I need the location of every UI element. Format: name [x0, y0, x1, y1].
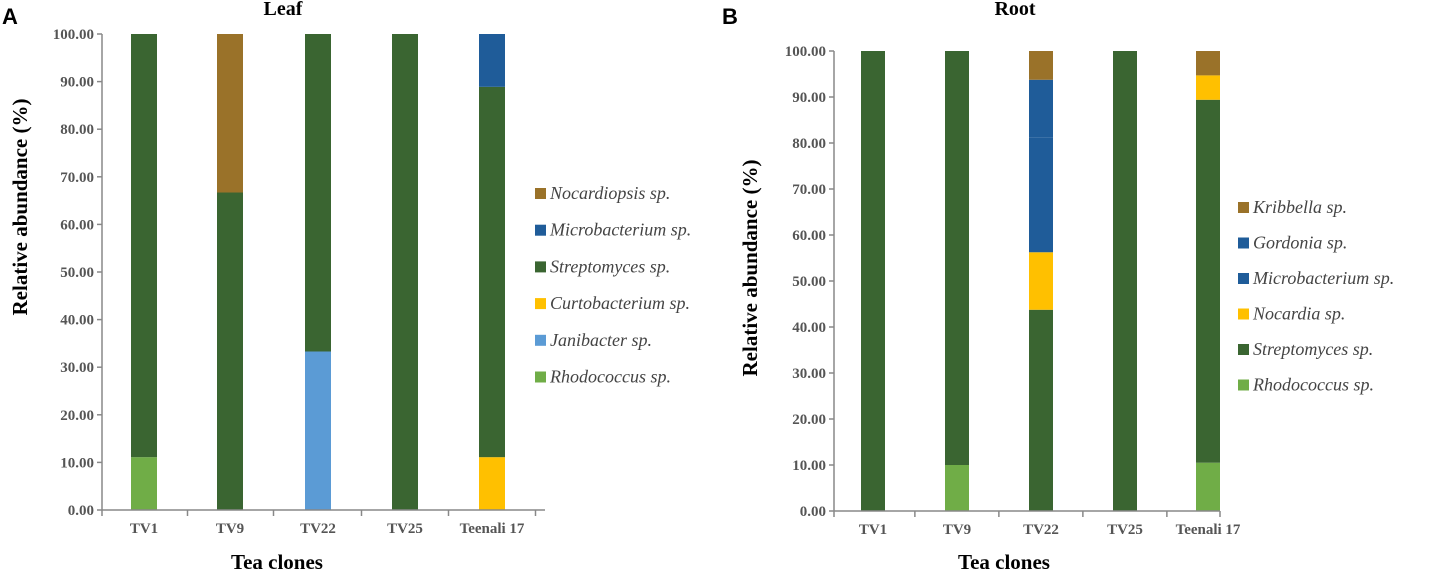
legend-label-kribbella-sp: Kribbella sp.: [1252, 197, 1347, 217]
x-tick-label-tv9: TV9: [943, 522, 971, 538]
legend-label-curtobacterium-sp: Curtobacterium sp.: [550, 293, 690, 313]
bar-segment-tv22-kribbella-sp: [1029, 51, 1053, 80]
legend-swatch-gordonia-sp: [1238, 237, 1249, 249]
bar-segment-teenali-17-microbacterium-sp: [479, 34, 505, 87]
y-tick-label: 70.00: [60, 170, 94, 186]
y-tick-label: 10.00: [60, 455, 94, 471]
legend-swatch-microbacterium-sp: [1238, 273, 1249, 284]
chart-title-leaf: Leaf: [264, 0, 303, 20]
bar-segment-tv22-streptomyces-sp: [1029, 309, 1053, 511]
y-tick-label: 100.00: [53, 27, 94, 43]
bar-segment-teenali-17-kribbella-sp: [1196, 51, 1220, 76]
bar-segment-tv9-rhodococcus-sp: [945, 465, 969, 511]
bar-segment-tv25-streptomyces-sp: [392, 34, 418, 510]
panel-letter-a: A: [2, 4, 18, 29]
x-tick-label-tv1: TV1: [859, 522, 887, 538]
y-tick-label: 20.00: [60, 408, 94, 424]
bar-segment-tv22-janibacter-sp: [305, 351, 331, 510]
legend-swatch-nocardiopsis-sp: [535, 188, 546, 199]
y-tick-label: 100.00: [785, 44, 826, 60]
legend-swatch-rhodococcus-sp: [535, 371, 546, 383]
chart-title-root: Root: [994, 0, 1035, 20]
y-tick-label: 0.00: [800, 504, 826, 520]
y-tick-label: 30.00: [792, 366, 826, 382]
bar-segment-tv9-streptomyces-sp: [945, 51, 969, 465]
x-tick-label-tv9: TV9: [216, 521, 244, 537]
legend-label-nocardiopsis-sp: Nocardiopsis sp.: [549, 183, 670, 203]
legend-label-nocardia-sp: Nocardia sp.: [1252, 304, 1345, 324]
legend-label-rhodococcus-sp: Rhodococcus sp.: [1252, 375, 1374, 395]
legend-swatch-rhodococcus-sp: [1238, 379, 1249, 391]
x-tick-label-teenali-17: Teenali 17: [1176, 522, 1241, 538]
legend-swatch-janibacter-sp: [535, 334, 546, 346]
x-tick-label-tv22: TV22: [300, 521, 336, 537]
bar-segment-tv9-nocardiopsis-sp: [217, 34, 243, 193]
x-tick-label-teenali-17: Teenali 17: [460, 521, 525, 537]
root-chart: 0.00 10.00 20.00 30.00 40.00 50.00 60.00 70.00 8…: [785, 44, 1395, 538]
y-tick-label: 80.00: [60, 122, 94, 138]
legend-label-streptomyces-sp: Streptomyces sp.: [1253, 339, 1373, 359]
y-tick-label: 0.00: [68, 503, 94, 519]
x-tick-label-tv22: TV22: [1023, 522, 1059, 538]
bar-segment-tv9-streptomyces-sp: [217, 192, 243, 510]
panel-letter-b: B: [722, 4, 738, 29]
y-tick-label: 10.00: [792, 458, 826, 474]
x-axis-title-root: Tea clones: [958, 550, 1050, 572]
y-tick-label: 70.00: [792, 182, 826, 198]
legend-swatch-curtobacterium-sp: [535, 298, 546, 310]
legend-label-gordonia-sp: Gordonia sp.: [1253, 233, 1347, 253]
legend-swatch-streptomyces-sp: [1238, 344, 1249, 355]
y-tick-label: 40.00: [60, 313, 94, 329]
bar-segment-tv1-streptomyces-sp: [861, 51, 885, 511]
bar-segment-tv22-gordonia-sp: [1029, 79, 1053, 138]
leaf-chart: 0.00 10.00 20.00 30.00 40.00 50.00 60.00 70.00 8…: [53, 27, 692, 537]
legend-swatch-nocardia-sp: [1238, 308, 1249, 320]
bar-segment-tv22-streptomyces-sp: [305, 34, 331, 352]
bar-segment-tv1-streptomyces-sp: [131, 34, 157, 458]
y-tick-label: 20.00: [792, 412, 826, 428]
y-tick-label: 40.00: [792, 320, 826, 336]
bar-segment-teenali-17-curtobacterium-sp: [479, 457, 505, 510]
legend-label-microbacterium-sp: Microbacterium sp.: [549, 220, 691, 240]
x-tick-label-tv1: TV1: [130, 521, 158, 537]
bar-segment-teenali-17-rhodococcus-sp: [1196, 462, 1220, 511]
legend-swatch-microbacterium-sp: [535, 224, 546, 236]
x-tick-label-tv25: TV25: [1107, 522, 1143, 538]
y-tick-label: 50.00: [60, 265, 94, 281]
y-tick-label: 80.00: [792, 136, 826, 152]
legend-label-rhodococcus-sp: Rhodococcus sp.: [549, 367, 671, 387]
legend-label-microbacterium-sp: Microbacterium sp.: [1252, 268, 1394, 288]
bar-segment-tv22-microbacterium-sp: [1029, 137, 1053, 253]
bar-segment-teenali-17-streptomyces-sp: [1196, 99, 1220, 463]
bar-segment-tv25-streptomyces-sp: [1113, 51, 1137, 511]
y-tick-label: 60.00: [792, 228, 826, 244]
legend-label-janibacter-sp: Janibacter sp.: [550, 330, 652, 350]
bar-segment-tv22-nocardia-sp: [1029, 252, 1053, 310]
y-axis-title-root: Relative abundance (%): [738, 160, 762, 377]
y-tick-label: 60.00: [60, 217, 94, 233]
y-tick-label: 50.00: [792, 274, 826, 290]
legend-swatch-streptomyces-sp: [535, 261, 546, 273]
y-tick-label: 90.00: [60, 75, 94, 91]
bar-segment-teenali-17-streptomyces-sp: [479, 86, 505, 458]
y-axis-title-leaf: Relative abundance (%): [8, 99, 32, 316]
x-tick-label-tv25: TV25: [387, 521, 423, 537]
legend-label-streptomyces-sp: Streptomyces sp.: [550, 256, 670, 276]
bar-segment-teenali-17-nocardia-sp: [1196, 75, 1220, 100]
y-tick-label: 30.00: [60, 360, 94, 376]
y-tick-label: 90.00: [792, 90, 826, 106]
x-axis-title-leaf: Tea clones: [231, 550, 323, 572]
legend-swatch-kribbella-sp: [1238, 202, 1249, 213]
bar-segment-tv1-rhodococcus-sp: [131, 457, 157, 510]
